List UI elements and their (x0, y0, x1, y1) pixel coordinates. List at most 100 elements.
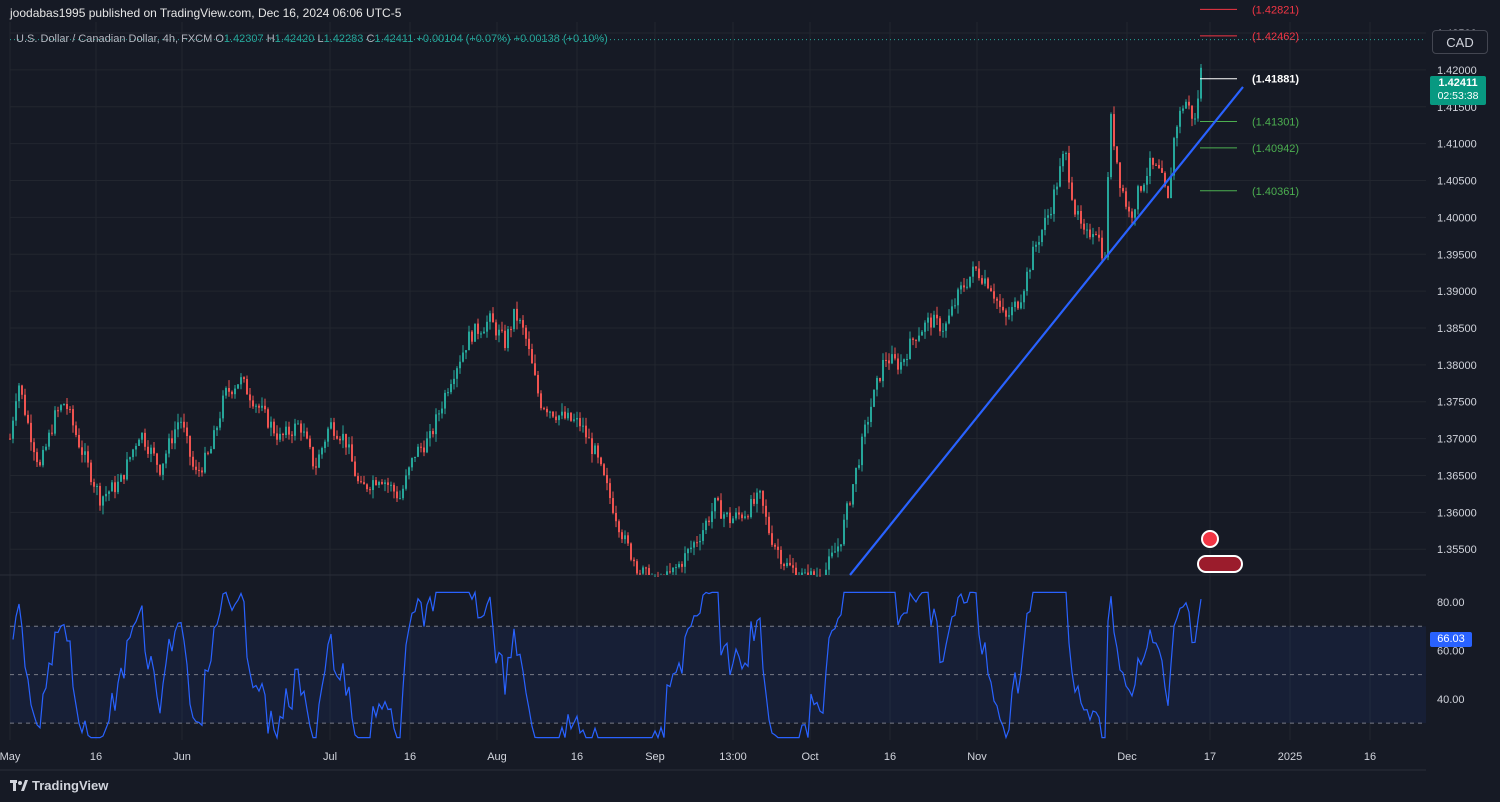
candle-body (21, 385, 23, 395)
candle-body (357, 476, 359, 482)
candle-body (360, 481, 362, 483)
last-price-tag: 1.42411 02:53:38 (1430, 76, 1486, 105)
candle-body (765, 505, 767, 517)
candle-body (1026, 271, 1028, 292)
candle-body (252, 400, 254, 407)
candle-body (597, 445, 599, 458)
candle-body (1032, 246, 1034, 271)
candle-body (723, 514, 725, 519)
candle-body (525, 327, 527, 339)
time-tick-label: May (0, 751, 21, 763)
time-tick-label: Oct (801, 751, 818, 763)
candle-body (990, 288, 992, 292)
candle-body (1005, 310, 1007, 317)
candle-body (984, 278, 986, 284)
candle-body (894, 354, 896, 359)
candle-body (696, 542, 698, 544)
candle-body (321, 448, 323, 455)
candle-body (12, 420, 14, 439)
footer-brand[interactable]: TradingView (32, 778, 109, 793)
candle-body (1059, 166, 1061, 187)
candle-body (738, 512, 740, 515)
candle-body (426, 438, 428, 453)
candle-body (999, 300, 1001, 307)
candle-body (654, 575, 656, 577)
candles (9, 64, 1202, 577)
price-tick-label: 1.39500 (1437, 249, 1477, 261)
candle-body (156, 453, 158, 465)
candle-body (216, 427, 218, 431)
candle-body (336, 435, 338, 439)
candle-body (63, 404, 65, 406)
candle-body (678, 563, 680, 568)
candle-body (873, 389, 875, 407)
candle-body (744, 516, 746, 519)
time-tick-label: 16 (884, 751, 896, 763)
candle-body (414, 456, 416, 459)
candle-body (1170, 175, 1172, 199)
candle-body (1038, 242, 1040, 245)
candle-body (1158, 165, 1160, 169)
candle-body (735, 512, 737, 519)
low-value: 1.42283 (323, 33, 364, 45)
candle-body (1080, 210, 1082, 224)
time-tick-label: 16 (90, 751, 102, 763)
candle-body (99, 485, 101, 506)
candle-body (390, 484, 392, 486)
candle-body (1062, 153, 1064, 167)
candle-body (804, 572, 806, 574)
us-flag-event-icon[interactable] (1201, 530, 1219, 548)
candle-body (690, 547, 692, 550)
footer: TradingView (10, 778, 108, 793)
candle-body (129, 457, 131, 460)
candle-body (585, 425, 587, 438)
candle-body (1101, 237, 1103, 259)
economic-events-icon[interactable] (1197, 555, 1243, 573)
candle-body (843, 519, 845, 545)
candle-body (147, 446, 149, 454)
candle-body (1200, 67, 1202, 99)
candle-body (141, 432, 143, 440)
candle-body (318, 454, 320, 468)
candle-body (987, 278, 989, 289)
candle-body (540, 393, 542, 409)
candle-body (996, 298, 998, 301)
candle-body (45, 446, 47, 450)
candle-body (945, 323, 947, 331)
candle-body (120, 474, 122, 482)
candle-body (1011, 307, 1013, 316)
candle-body (327, 428, 329, 442)
rsi-tick-label: 80.00 (1437, 597, 1465, 609)
candle-body (246, 379, 248, 395)
candle-body (594, 445, 596, 454)
candle-body (1176, 126, 1178, 139)
candle-body (1143, 184, 1145, 191)
time-tick-label: Aug (487, 751, 507, 763)
reference-level-label: (1.42821) (1252, 4, 1299, 16)
candle-body (1185, 101, 1187, 109)
currency-button[interactable]: CAD (1432, 30, 1488, 54)
candle-body (285, 426, 287, 435)
candle-body (846, 503, 848, 520)
candle-body (924, 322, 926, 332)
candle-body (54, 410, 56, 434)
candle-body (1002, 306, 1004, 311)
candle-body (888, 360, 890, 364)
candle-body (669, 571, 671, 573)
candle-body (528, 338, 530, 350)
candle-body (1119, 162, 1121, 189)
candle-body (69, 409, 71, 411)
candle-body (126, 459, 128, 480)
candle-body (48, 432, 50, 447)
candle-body (267, 409, 269, 428)
candle-body (459, 361, 461, 369)
candle-body (759, 490, 761, 493)
candle-body (549, 411, 551, 413)
symbol-title[interactable]: U.S. Dollar / Canadian Dollar, 4h, FXCM (16, 33, 213, 45)
close-value: 1.42411 (374, 33, 414, 45)
candle-body (225, 388, 227, 396)
candle-body (297, 423, 299, 425)
candle-body (633, 559, 635, 562)
grid-lines (0, 22, 1426, 771)
